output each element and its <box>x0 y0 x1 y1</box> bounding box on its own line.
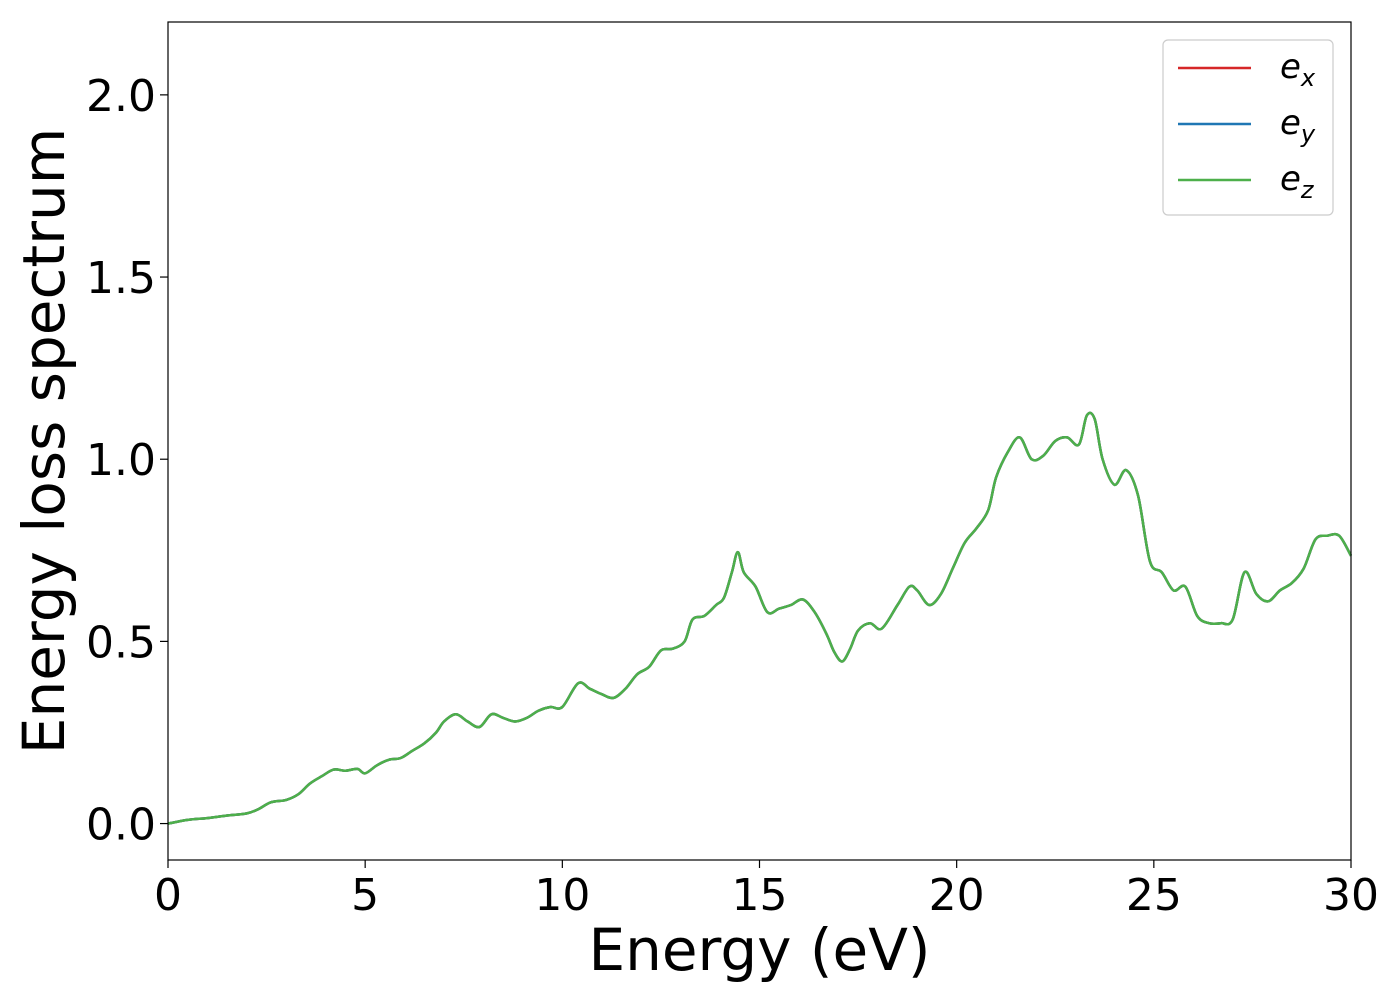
x-tick-label: 20 <box>929 870 985 921</box>
x-tick-label: 15 <box>732 870 788 921</box>
x-tick-label: 5 <box>351 870 379 921</box>
legend-label-e_x: ex <box>1280 47 1316 92</box>
x-tick-label: 30 <box>1323 870 1379 921</box>
x-axis-ticks: 0 5 10 15 20 25 30 <box>154 860 1379 921</box>
legend-box <box>1162 39 1334 216</box>
y-tick-label: 0.0 <box>86 800 156 851</box>
legend-label-e_y: ey <box>1280 103 1316 148</box>
x-axis-label: Energy (eV) <box>588 916 930 984</box>
x-tick-label: 0 <box>154 870 182 921</box>
y-tick-label: 1.5 <box>86 253 156 304</box>
legend-label-e_z: ez <box>1280 159 1315 204</box>
series-line-e_z <box>167 411 1353 825</box>
y-axis-ticks: 0.0 0.5 1.0 1.5 2.0 <box>86 71 168 851</box>
y-tick-label: 1.0 <box>86 435 156 486</box>
x-tick-label: 25 <box>1126 870 1182 921</box>
series-line-e_x <box>167 411 1353 825</box>
y-tick-label: 2.0 <box>86 71 156 122</box>
series-layer <box>167 411 1353 825</box>
x-tick-label: 10 <box>534 870 590 921</box>
legend: ex ey ez <box>1162 39 1334 216</box>
y-tick-label: 0.5 <box>86 617 156 668</box>
y-axis-label: Energy loss spectrum <box>10 128 78 754</box>
series-line-e_y <box>167 411 1353 825</box>
legend-items: ex ey ez <box>1178 47 1316 204</box>
